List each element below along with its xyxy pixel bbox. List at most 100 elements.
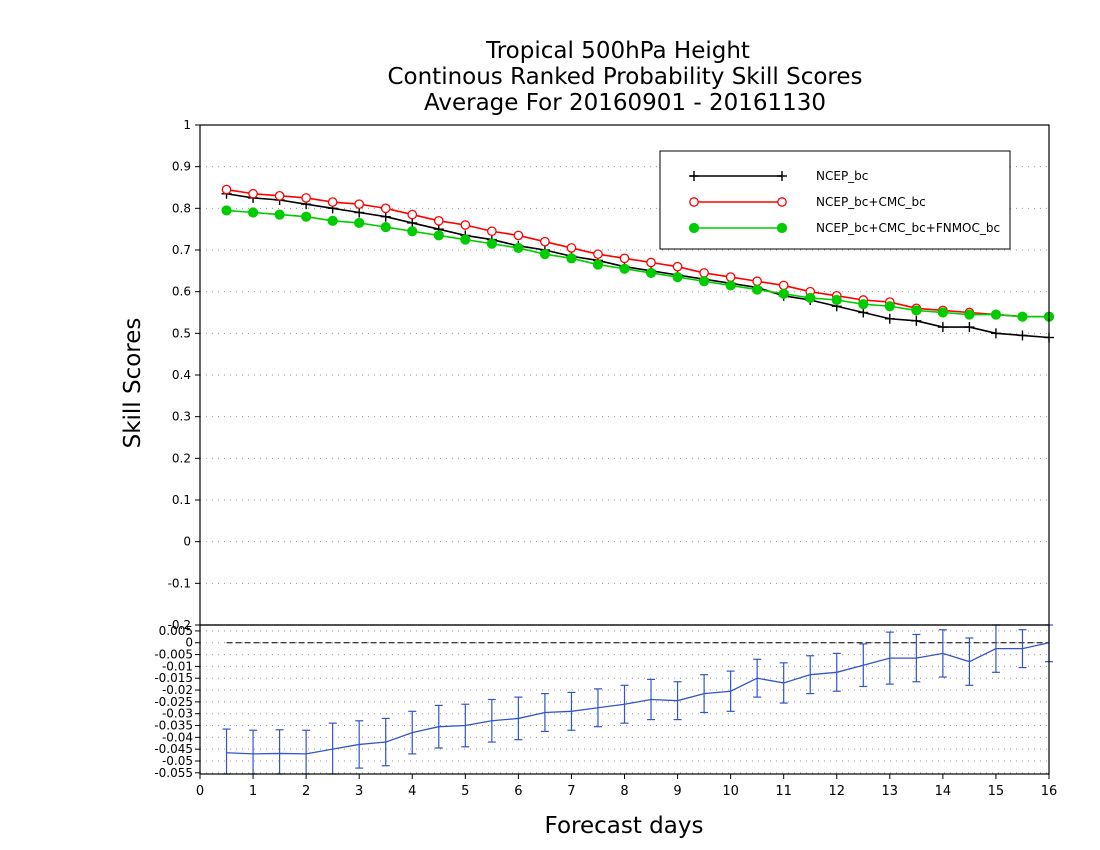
top-y-tick-label: 0.6 <box>172 285 191 299</box>
series-point <box>327 197 338 207</box>
top-y-tick-label: 0.5 <box>172 326 191 340</box>
series-point <box>274 190 285 201</box>
series-point <box>725 272 736 282</box>
series-point <box>407 226 418 237</box>
legend-items: NCEP_bc NCEP_bc+CMC_bc NCEP_bc+CMC_bc+FNMO… <box>688 169 1000 235</box>
top-y-tick-label: -0.2 <box>168 618 191 632</box>
series-point <box>645 267 657 279</box>
series-point <box>513 242 524 254</box>
x-axis-title: Forecast days <box>545 813 704 839</box>
legend-marker-left <box>689 197 699 207</box>
series-point <box>354 199 365 210</box>
legend-label: NCEP_bc <box>816 169 868 183</box>
series-point <box>858 299 869 310</box>
series-point <box>433 230 444 241</box>
series-point <box>327 215 338 226</box>
series-point <box>380 203 391 214</box>
bottom-y-tick-label: 0 <box>185 636 193 650</box>
y-axis-title: Skill Scores <box>120 318 146 449</box>
x-tick-label: 4 <box>408 784 416 799</box>
series-point <box>592 259 604 270</box>
series-point <box>221 205 232 216</box>
legend-label: NCEP_bc+CMC_bc <box>816 195 926 209</box>
series-point <box>593 249 603 260</box>
series-point <box>301 211 312 222</box>
x-tick-label: 16 <box>1041 784 1058 799</box>
legend-item: NCEP_bc <box>689 169 868 183</box>
bottom-y-tick-label: -0.015 <box>154 671 193 685</box>
series-point <box>247 207 259 218</box>
bottom-y-tick-label: -0.04 <box>162 730 193 744</box>
series-point <box>725 280 736 291</box>
series-point <box>672 271 683 283</box>
series-point <box>460 220 471 230</box>
legend-marker-right <box>776 222 788 234</box>
series-point <box>964 309 975 320</box>
top-y-tick-label: 0.8 <box>172 201 191 215</box>
series-point <box>831 294 842 306</box>
series-point <box>884 301 895 312</box>
bottom-grid <box>195 630 1049 774</box>
series-point <box>619 263 630 274</box>
series-2 <box>221 205 1055 322</box>
bottom-plot-frame <box>199 624 1050 775</box>
top-y-tick-label: 0.7 <box>172 243 191 257</box>
series-point <box>354 217 365 229</box>
bottom-y-tick-label: -0.025 <box>154 695 193 709</box>
series-point <box>407 209 418 220</box>
top-y-tick-label: 0.9 <box>172 160 191 174</box>
series-point <box>486 226 497 237</box>
legend-marker-right <box>777 197 787 207</box>
x-tick-label: 8 <box>620 784 628 799</box>
series-point <box>301 193 311 203</box>
x-tick-label: 12 <box>828 784 845 799</box>
top-y-tick-label: 0 <box>183 535 191 549</box>
top-y-tick-label: 0.3 <box>172 410 191 424</box>
x-tick-label: 5 <box>461 784 469 799</box>
series-point <box>221 184 232 195</box>
legend-marker-left <box>688 222 700 234</box>
series-point <box>752 276 763 287</box>
legend-item: NCEP_bc+CMC_bc+FNMOC_bc <box>688 221 1000 235</box>
series-point <box>619 253 630 264</box>
x-tick-labels: 0 1 2 3 4 5 6 7 8 9 10 11 12 13 14 15 16 <box>196 774 1057 799</box>
chart-title-line-2: Continous Ranked Probability Skill Score… <box>387 64 862 90</box>
series-point <box>539 249 551 260</box>
bottom-y-tick-label: -0.05 <box>162 754 193 768</box>
bottom-y-tick-label: -0.02 <box>162 683 193 697</box>
x-tick-label: 9 <box>673 784 681 799</box>
series-point <box>1017 311 1028 322</box>
series-point <box>540 236 550 247</box>
series-point <box>460 234 471 245</box>
series-point <box>672 261 683 272</box>
bottom-y-tick-label: -0.03 <box>162 707 193 721</box>
top-grid <box>195 124 1049 626</box>
top-y-tick-label: 1 <box>183 118 191 132</box>
series-point <box>990 309 1002 320</box>
x-tick-label: 0 <box>196 784 204 799</box>
series-point <box>911 305 922 316</box>
difference-line <box>226 642 1050 755</box>
bottom-y-tick-label: -0.01 <box>162 659 193 673</box>
x-tick-label: 6 <box>514 784 522 799</box>
series-point <box>380 221 391 233</box>
bottom-y-tick-label: -0.045 <box>154 742 193 756</box>
x-tick-label: 11 <box>775 784 792 799</box>
series-point <box>433 215 444 226</box>
legend-label: NCEP_bc+CMC_bc+FNMOC_bc <box>816 221 1000 235</box>
series-point <box>566 243 577 253</box>
top-y-tick-labels: -0.2 -0.1 0 0.1 0.2 0.3 0.4 0.5 0.6 0.7 0.8 0.9 1 <box>168 118 191 632</box>
legend-box <box>659 150 1011 250</box>
bottom-y-tick-label: -0.035 <box>154 719 193 733</box>
series-point <box>248 188 258 199</box>
x-tick-label: 1 <box>249 784 257 799</box>
series-point <box>698 276 710 287</box>
x-tick-label: 7 <box>567 784 575 799</box>
x-tick-label: 3 <box>355 784 363 799</box>
series-point <box>486 238 497 249</box>
top-series-group <box>221 184 1055 343</box>
legend: NCEP_bc NCEP_bc+CMC_bc NCEP_bc+CMC_bc+FNMO… <box>659 150 1011 250</box>
top-y-tick-label: 0.2 <box>172 451 191 465</box>
top-y-tick-label: 0.1 <box>172 493 191 507</box>
